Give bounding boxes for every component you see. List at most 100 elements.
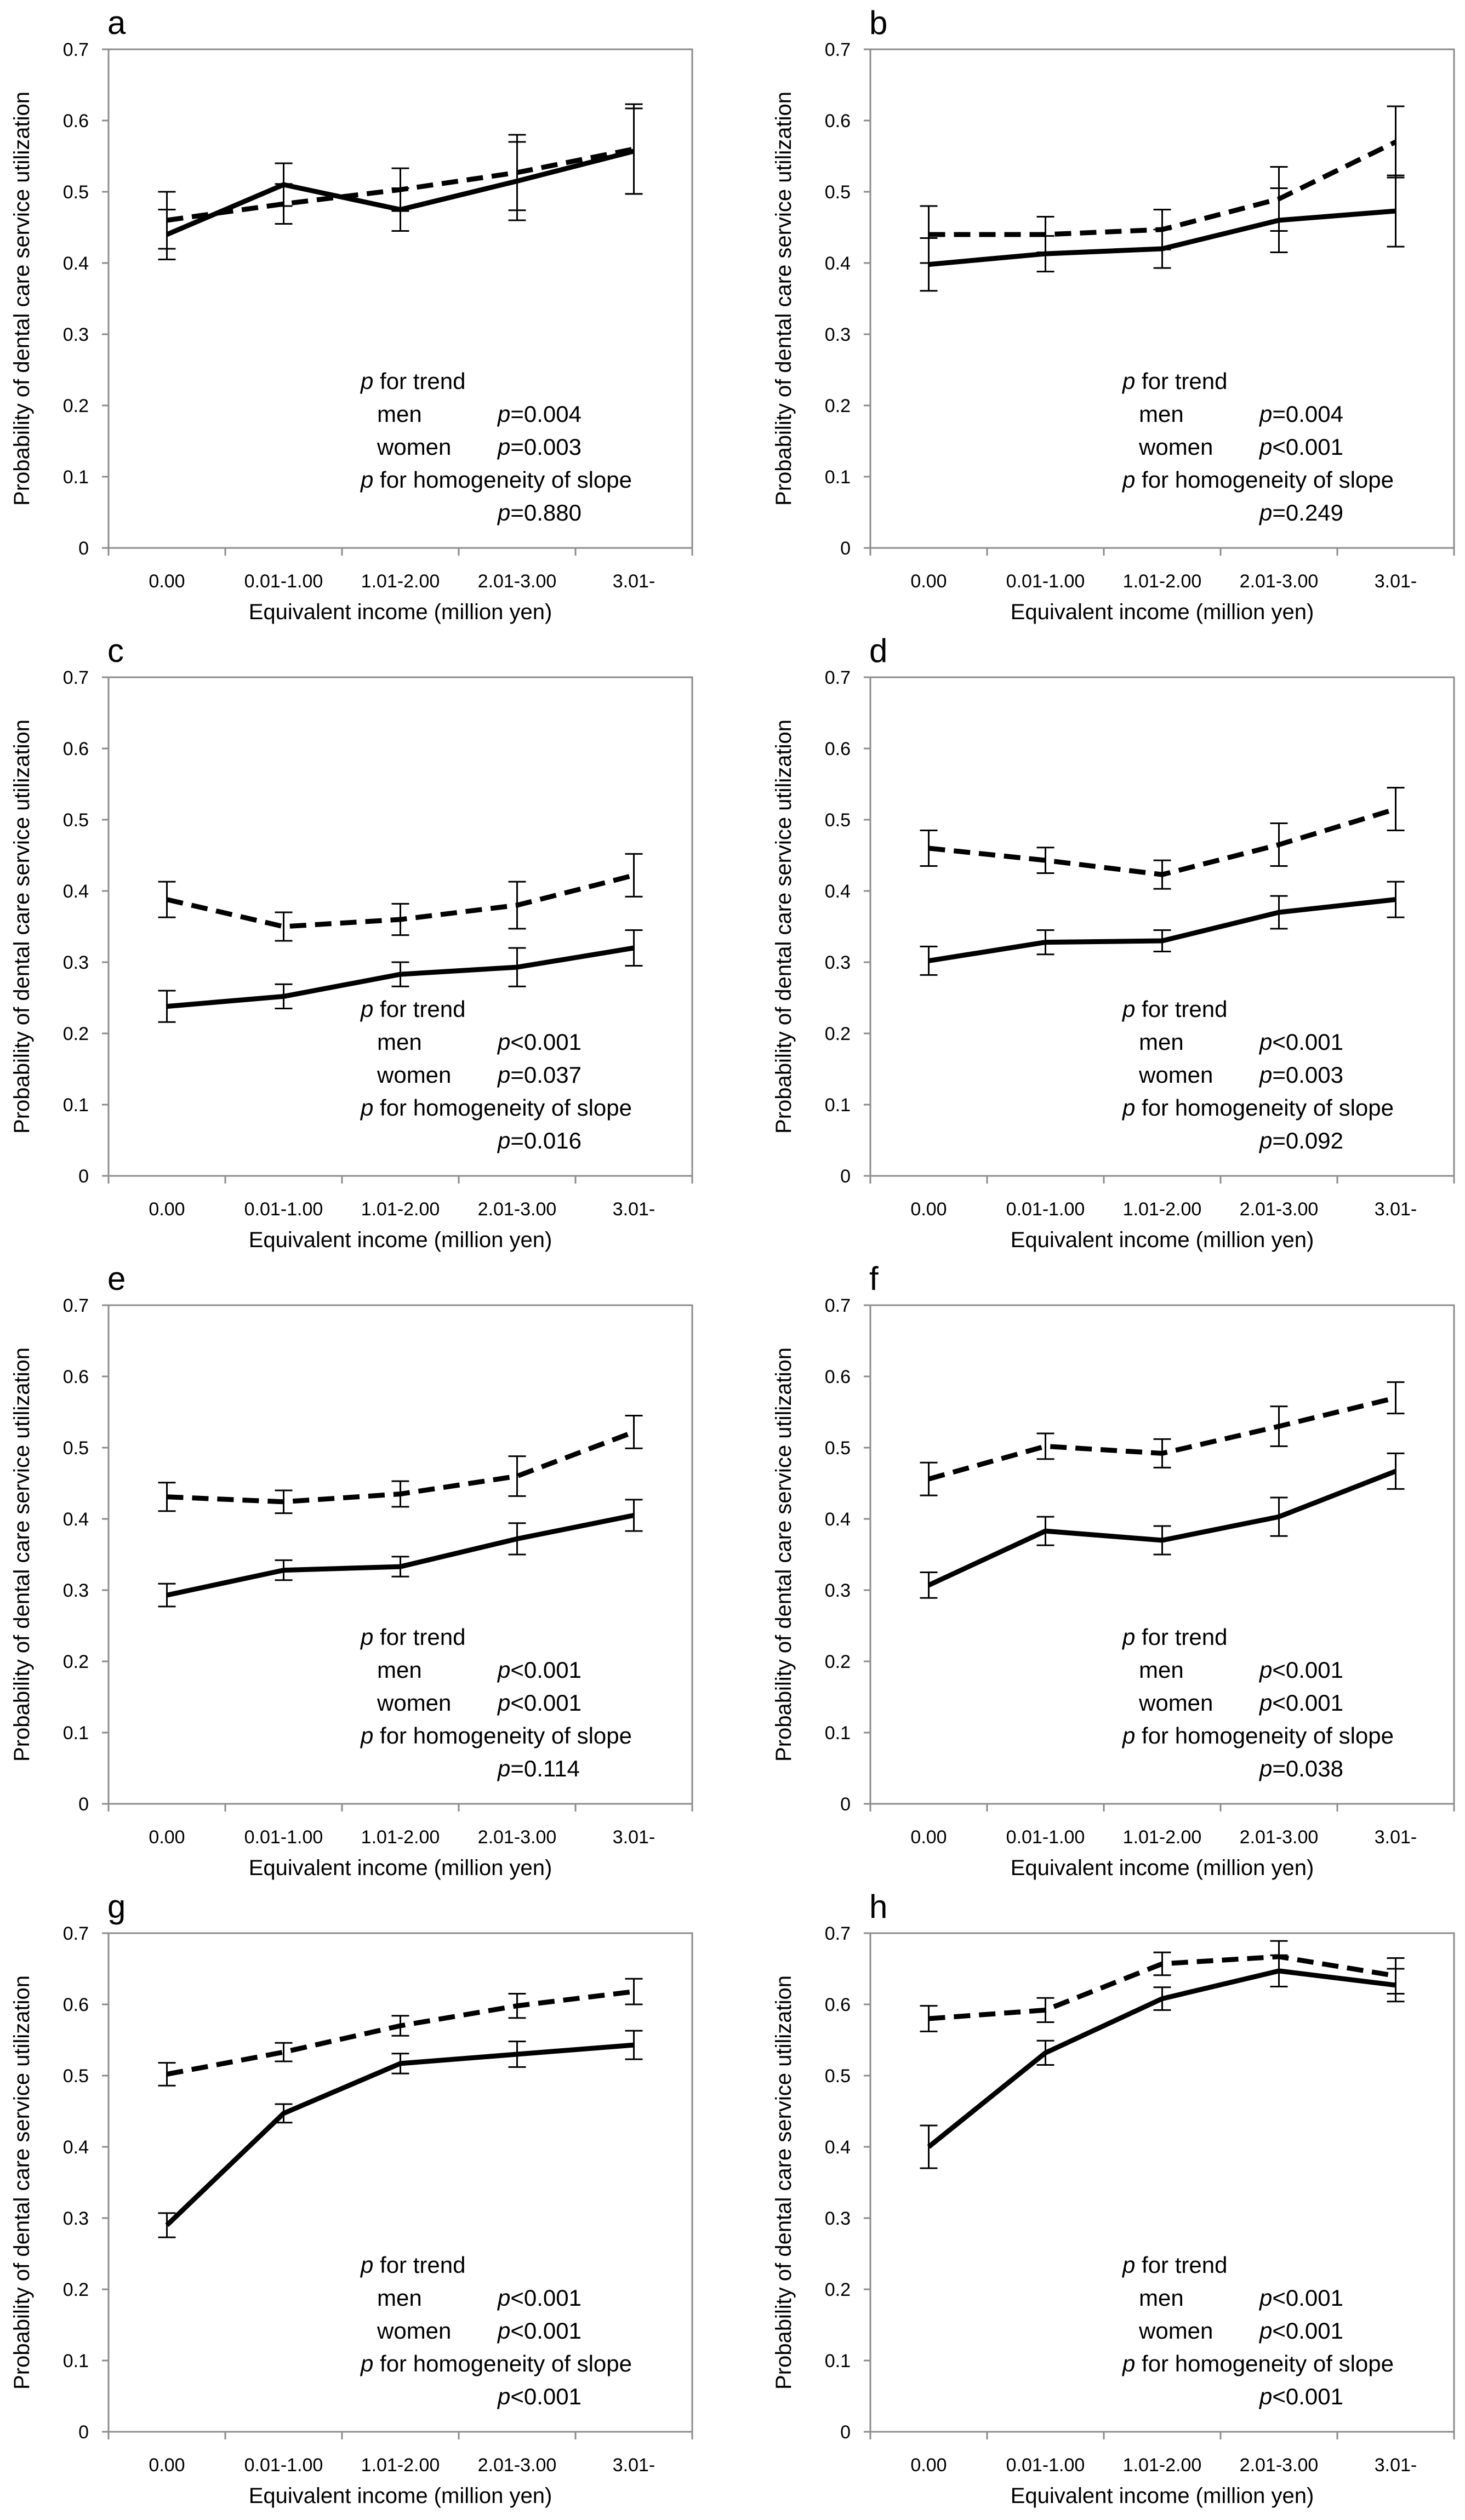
homogeneity-p-value: p=0.092	[1258, 1128, 1343, 1153]
error-bar-men	[1387, 881, 1405, 918]
panel-letter: c	[107, 632, 124, 669]
panel-letter: h	[869, 1888, 887, 1925]
p-symbol: p	[497, 1657, 510, 1683]
homogeneity-p-value: p<0.001	[1258, 2384, 1343, 2409]
p-value: <0.001	[1272, 1029, 1343, 1055]
p-symbol: p	[1258, 1128, 1272, 1153]
homogeneity-label: for homogeneity of slope	[1135, 1095, 1394, 1121]
homogeneity-heading: p for homogeneity of slope	[360, 2351, 632, 2376]
p-value: =0.003	[1272, 1062, 1343, 1088]
p-symbol: p	[497, 1029, 510, 1055]
p-value: <0.001	[1272, 434, 1343, 460]
y-tick-label: 0.6	[63, 1995, 89, 2015]
plot-frame	[107, 1304, 693, 1805]
y-axis-title: Probability of dental care service utili…	[10, 719, 34, 1134]
x-tick-label: 2.01-3.00	[478, 2455, 557, 2476]
y-tick-label: 0.6	[63, 739, 89, 759]
homogeneity-heading: p for homogeneity of slope	[360, 1095, 632, 1121]
y-tick-label: 0.6	[825, 1367, 851, 1387]
error-bar-women	[275, 2042, 293, 2062]
women-p-value: p<0.001	[1258, 434, 1343, 460]
trend-heading: p for trend	[360, 2252, 465, 2278]
error-bar-men	[920, 2124, 938, 2169]
y-tick-label: 0.2	[63, 396, 89, 416]
y-tick-label: 0.7	[825, 39, 851, 60]
error-bar-women	[625, 853, 643, 898]
y-tick-label: 0.4	[825, 253, 851, 274]
women-label: women	[1138, 1690, 1213, 1716]
y-tick-label: 0.2	[825, 1652, 851, 1672]
p-symbol: p	[1121, 1723, 1135, 1748]
y-tick-label: 0.5	[825, 810, 851, 831]
y-tick-label: 0.3	[63, 2208, 89, 2229]
men-label: men	[377, 1657, 422, 1683]
x-tick-label: 0.00	[149, 2455, 185, 2476]
p-symbol: p	[1121, 2351, 1135, 2376]
error-bar-men	[1153, 1525, 1171, 1556]
p-symbol: p	[1258, 1029, 1272, 1055]
p-value: <0.001	[1272, 1657, 1343, 1683]
x-tick-label: 0.01-1.00	[1006, 2455, 1085, 2476]
trend-label: for trend	[373, 368, 465, 394]
panel-letter: g	[107, 1888, 126, 1925]
y-tick-label: 0.5	[825, 2066, 851, 2087]
error-bar-men	[275, 983, 293, 1009]
men-p-value: p<0.001	[1258, 1029, 1343, 1055]
women-p-value: p<0.001	[497, 2318, 582, 2344]
p-symbol: p	[1258, 1756, 1272, 1781]
y-tick-label: 0.3	[825, 952, 851, 973]
panel-letter: a	[107, 4, 126, 41]
men-text: men	[1139, 2285, 1184, 2311]
error-bar-men	[1387, 174, 1405, 248]
x-tick-label: 3.01-	[1375, 1827, 1417, 1848]
p-symbol: p	[1258, 434, 1272, 460]
x-axis-title: Equivalent income (million yen)	[249, 2484, 552, 2508]
x-tick-label: 0.01-1.00	[244, 1199, 323, 1220]
p-value: <0.001	[1272, 2384, 1343, 2409]
p-value: =0.038	[1272, 1756, 1343, 1781]
y-axis-title: Probability of dental care service utili…	[10, 1347, 34, 1762]
x-tick-label: 3.01-	[1375, 2455, 1417, 2476]
error-bar-women	[158, 1482, 176, 1512]
panel-a: 0 0.1 0.2 0.3 0.4 0.5 0.6 0.7 0.00 0.01-1.00 1.01-…	[10, 4, 693, 624]
women-text: women	[377, 1690, 451, 1716]
men-p-value: p<0.001	[497, 2285, 582, 2311]
x-tick-label: 1.01-2.00	[1123, 571, 1202, 592]
p-symbol: p	[360, 2252, 373, 2278]
p-value: =0.249	[1272, 500, 1343, 525]
p-value: =0.037	[510, 1062, 582, 1088]
x-tick-label: 0.00	[910, 571, 947, 592]
x-axis-title: Equivalent income (million yen)	[1011, 1856, 1314, 1880]
y-axis-title: Probability of dental care service utili…	[772, 92, 796, 506]
y-tick-label: 0.4	[63, 1509, 89, 1530]
error-bar-men	[391, 2053, 409, 2075]
x-tick-label: 0.00	[910, 2455, 947, 2476]
x-tick-label: 1.01-2.00	[361, 1199, 440, 1220]
panel-b: 0 0.1 0.2 0.3 0.4 0.5 0.6 0.7 0.00 0.01-1.00 1.01-…	[772, 4, 1455, 624]
x-tick-label: 0.01-1.00	[244, 1827, 323, 1848]
p-value: <0.001	[1272, 1690, 1343, 1716]
p-symbol: p	[1258, 2318, 1272, 2344]
homogeneity-label: for homogeneity of slope	[373, 1095, 632, 1121]
trend-heading: p for trend	[1121, 1624, 1227, 1650]
women-label: women	[1138, 434, 1213, 460]
women-p-value: p=0.037	[497, 1062, 582, 1088]
y-tick-label: 0.1	[63, 467, 89, 488]
p-symbol: p	[1121, 996, 1135, 1022]
homogeneity-p-value: p=0.016	[497, 1128, 582, 1153]
women-p-value: p=0.003	[1258, 1062, 1343, 1088]
y-tick-label: 0.5	[825, 1438, 851, 1459]
y-tick-label: 0.7	[825, 1295, 851, 1316]
p-value: <0.001	[510, 2318, 582, 2344]
error-bar-women	[1036, 1997, 1054, 2023]
y-axis-title: Probability of dental care service utili…	[772, 719, 796, 1134]
y-tick-label: 0.3	[825, 2208, 851, 2229]
error-bar-men	[1036, 929, 1054, 956]
p-value: <0.001	[510, 1690, 582, 1716]
y-tick-label: 0.4	[63, 2137, 89, 2158]
y-tick-label: 0.3	[63, 1580, 89, 1601]
